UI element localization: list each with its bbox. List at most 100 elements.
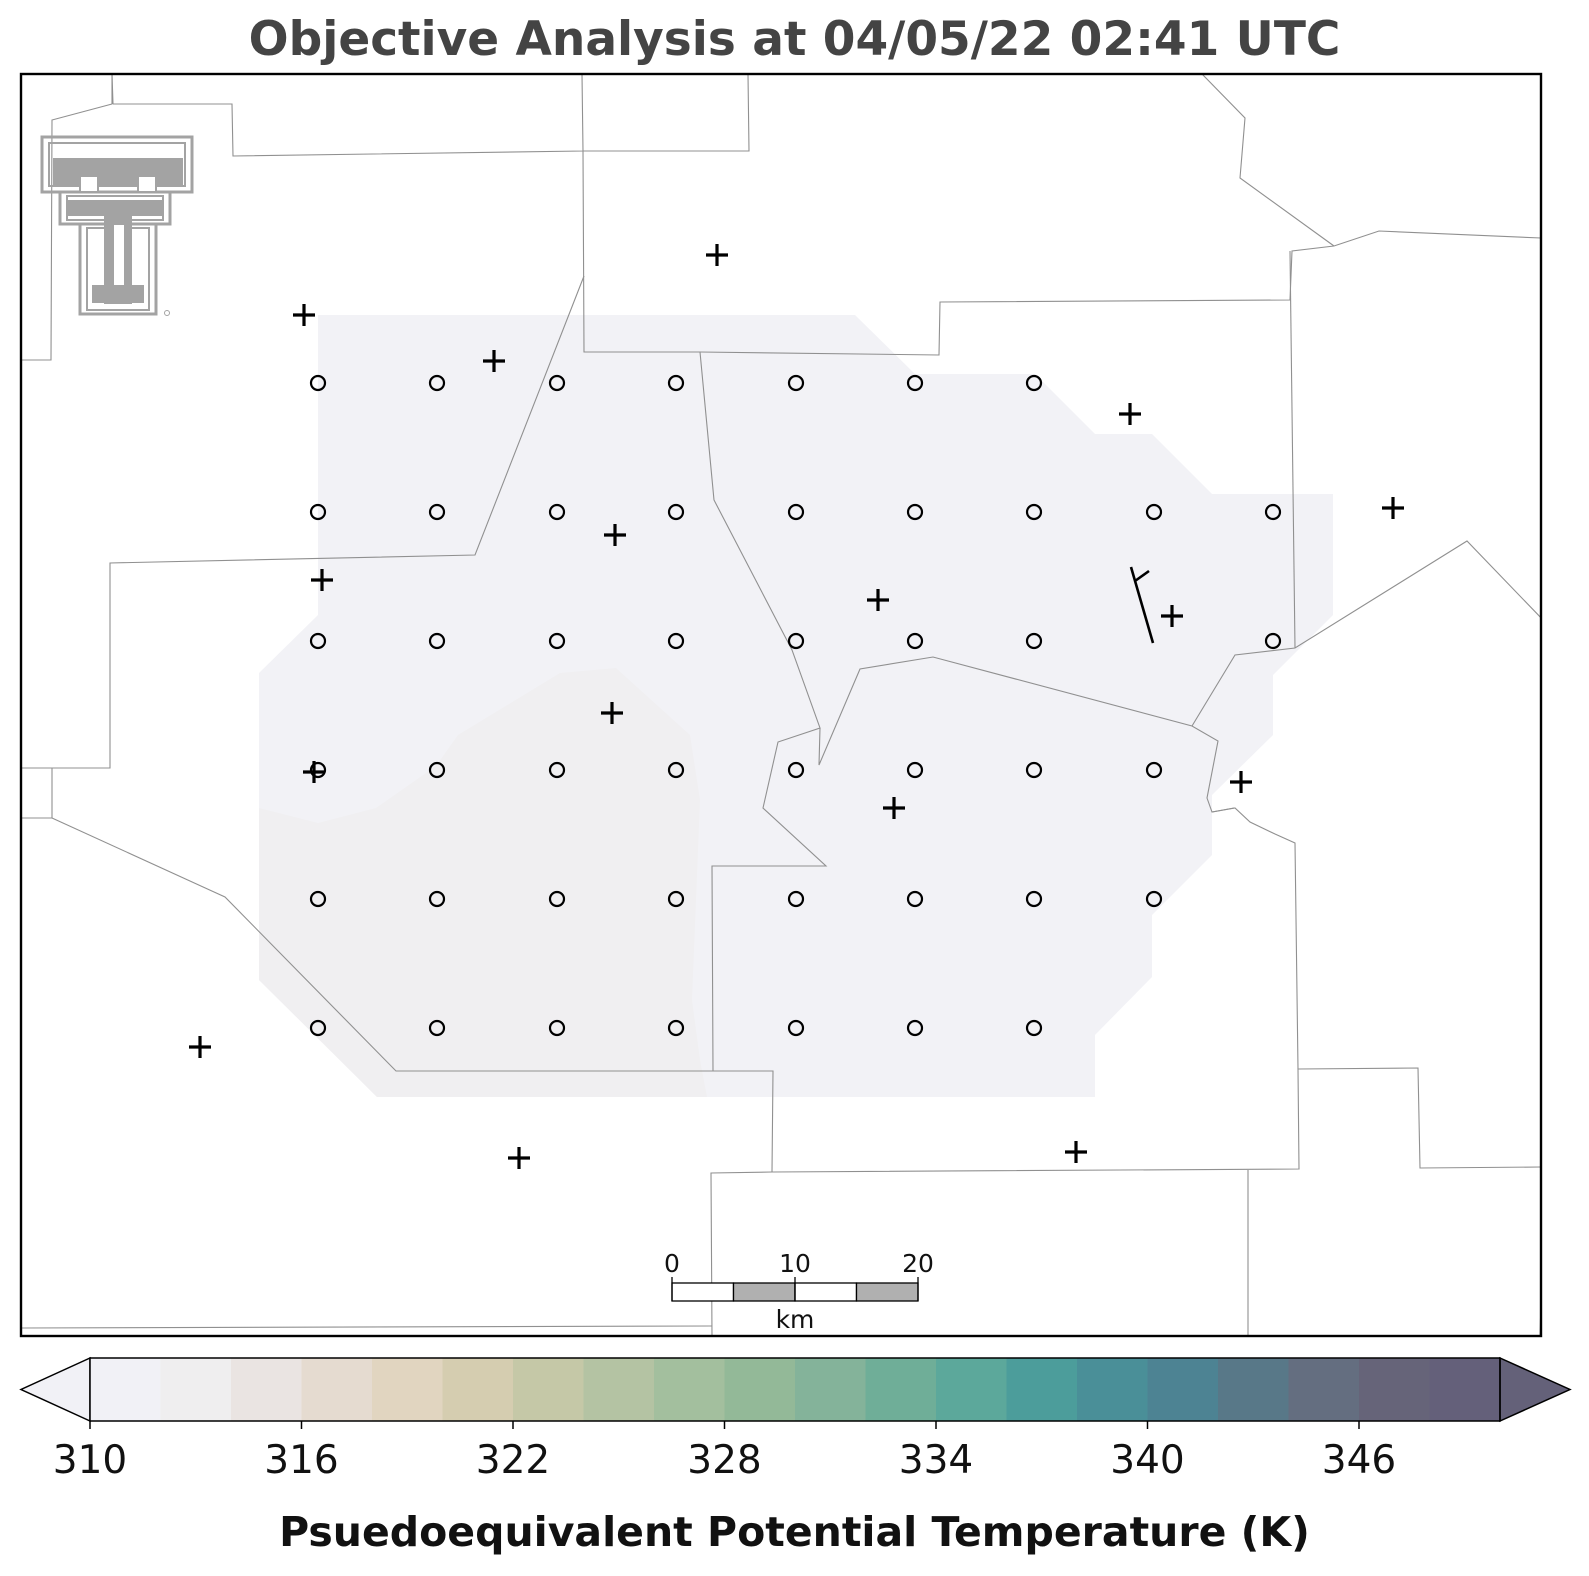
station-marker — [1119, 403, 1141, 425]
grid-point — [1025, 761, 1043, 779]
grid-point — [906, 1019, 924, 1037]
colorbar-bin — [442, 1358, 514, 1421]
grid-point — [787, 1019, 805, 1037]
analysis-grid-points — [309, 374, 1282, 1037]
station-markers — [189, 244, 1404, 1169]
grid-point — [548, 503, 566, 521]
grid-point — [548, 761, 566, 779]
colorbar-bin — [160, 1358, 232, 1421]
wind-barb — [1129, 566, 1155, 644]
grid-point — [548, 374, 566, 392]
scale-unit: km — [776, 1305, 815, 1334]
colorbar-label: Psuedoequivalent Potential Temperature (… — [279, 1508, 1310, 1556]
grid-point — [428, 890, 446, 908]
station-marker — [601, 702, 623, 724]
grid-point — [1025, 632, 1043, 650]
colorbar-tick-label: 340 — [1110, 1438, 1184, 1483]
colorbar-bin — [231, 1358, 302, 1421]
station-marker — [311, 569, 333, 591]
colorbar-bin — [1077, 1358, 1148, 1421]
station-marker — [189, 1036, 211, 1058]
scale-label-0: 0 — [664, 1249, 680, 1278]
station-marker — [1382, 497, 1404, 519]
colorbar-swatches — [19, 1356, 1572, 1423]
grid-point — [667, 503, 685, 521]
colorbar-bin — [724, 1358, 796, 1421]
colorbar-bin — [1429, 1358, 1501, 1421]
colorbar-extend-max — [1499, 1356, 1572, 1423]
station-marker — [604, 524, 626, 546]
grid-point — [906, 761, 924, 779]
map-title: Objective Analysis at 04/05/22 02:41 UTC — [248, 12, 1341, 67]
colorbar-bin — [795, 1358, 866, 1421]
colorbar-bin — [865, 1358, 937, 1421]
grid-point — [667, 761, 685, 779]
colorbar-bin — [583, 1358, 655, 1421]
grid-point — [309, 632, 327, 650]
colorbar-bin — [1006, 1358, 1078, 1421]
station-marker — [1230, 771, 1252, 793]
grid-point — [548, 890, 566, 908]
station-marker — [1065, 1141, 1087, 1163]
station-marker — [303, 761, 325, 783]
colorbar-bin — [1147, 1358, 1219, 1421]
grid-point — [667, 890, 685, 908]
station-marker — [1161, 605, 1183, 627]
colorbar-bin — [1288, 1358, 1360, 1421]
grid-point — [787, 503, 805, 521]
map-frame — [19, 72, 1543, 1338]
grid-point — [309, 503, 327, 521]
colorbar-bin — [372, 1358, 443, 1421]
station-marker — [867, 589, 889, 611]
station-marker — [508, 1147, 530, 1169]
colorbar-extend-min — [19, 1356, 91, 1423]
grid-point — [787, 890, 805, 908]
grid-point — [309, 890, 327, 908]
colorbar-tick-label: 346 — [1322, 1438, 1396, 1483]
grid-point — [1025, 374, 1043, 392]
colorbar-bin — [654, 1358, 725, 1421]
grid-point — [428, 374, 446, 392]
colorbar-bin — [90, 1358, 161, 1421]
grid-point — [309, 374, 327, 392]
grid-point — [1264, 632, 1282, 650]
grid-point — [428, 1019, 446, 1037]
analysis-fill-lower-left — [259, 668, 707, 1097]
station-marker — [483, 350, 505, 372]
grid-point — [1025, 503, 1043, 521]
colorbar-tick-label: 328 — [687, 1438, 761, 1483]
colorbar-tick-label: 322 — [476, 1438, 550, 1483]
scale-label-10: 10 — [779, 1249, 811, 1278]
grid-point — [428, 503, 446, 521]
colorbar-bin — [513, 1358, 584, 1421]
colorbar-tick-label: 310 — [53, 1438, 127, 1483]
scale-bar: 0 10 20 km — [664, 1249, 934, 1334]
colorbar-outline — [89, 1357, 1501, 1422]
grid-point — [667, 1019, 685, 1037]
grid-point — [787, 632, 805, 650]
colorbar-tick-label: 334 — [899, 1438, 973, 1483]
station-marker — [293, 304, 315, 326]
grid-point — [906, 503, 924, 521]
grid-point — [1025, 1019, 1043, 1037]
grid-point — [1264, 503, 1282, 521]
colorbar-bin — [1359, 1358, 1430, 1421]
grid-point — [906, 374, 924, 392]
colorbar-tick-label: 316 — [264, 1438, 338, 1483]
grid-point — [1145, 503, 1163, 521]
scale-label-20: 20 — [902, 1249, 934, 1278]
grid-point — [667, 374, 685, 392]
grid-point — [309, 761, 327, 779]
grid-point — [428, 632, 446, 650]
colorbar-ticks: 310 316 322 328 334 340 346 — [53, 1421, 1396, 1483]
grid-point — [1025, 890, 1043, 908]
colorbar-bin — [936, 1358, 1007, 1421]
station-marker — [706, 244, 728, 266]
grid-point — [428, 761, 446, 779]
grid-point — [787, 374, 805, 392]
grid-point — [1145, 761, 1163, 779]
grid-point — [906, 632, 924, 650]
grid-point — [548, 1019, 566, 1037]
